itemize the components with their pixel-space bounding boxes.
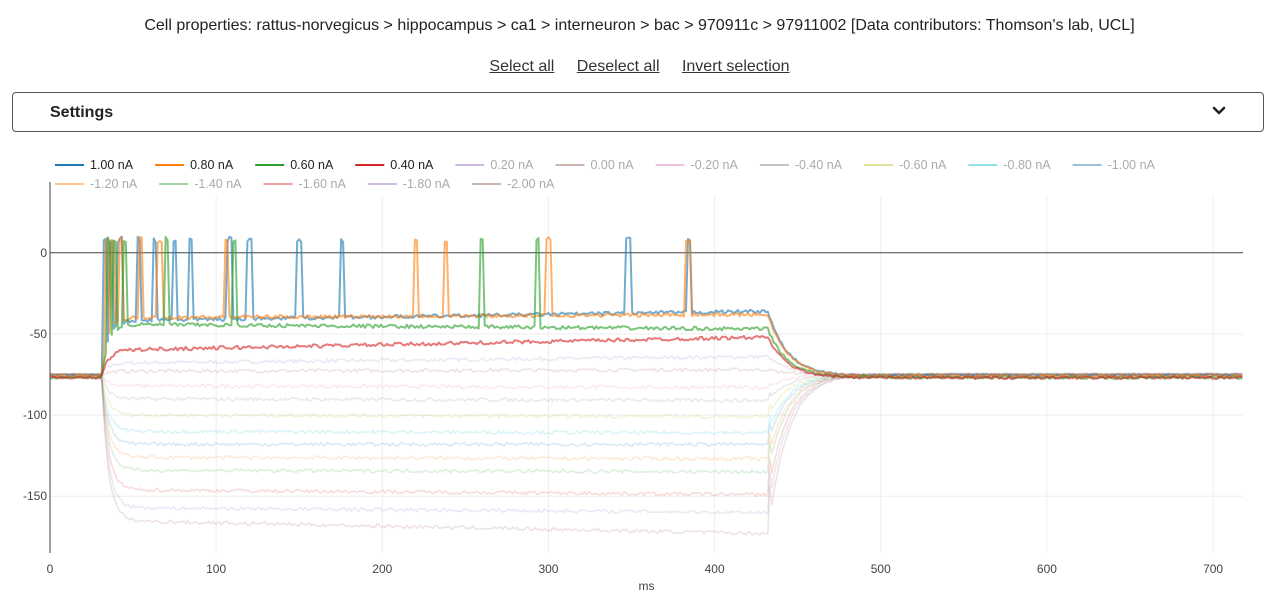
legend-item[interactable]: -1.20 nA (55, 177, 138, 191)
selection-links: Select all Deselect all Invert selection (0, 58, 1279, 76)
legend-item[interactable]: 1.00 nA (55, 158, 134, 172)
legend-label: -0.60 nA (899, 158, 947, 172)
y-tick-label: -50 (30, 327, 48, 341)
series-line[interactable] (49, 372, 1243, 420)
legend-item[interactable]: -1.00 nA (1072, 158, 1156, 172)
series-line[interactable] (49, 372, 1243, 497)
invert-selection-link[interactable]: Invert selection (681, 58, 790, 75)
legend-label: -0.20 nA (691, 158, 739, 172)
legend-label: -1.80 nA (403, 177, 451, 191)
legend-item[interactable]: -0.20 nA (655, 158, 739, 172)
x-tick-label: 300 (538, 562, 558, 576)
x-axis-label: ms (639, 579, 655, 593)
legend-item[interactable]: 0.40 nA (355, 158, 434, 172)
legend-item[interactable]: 0.60 nA (255, 158, 334, 172)
y-tick-label: -150 (23, 489, 47, 503)
legend-label: 0.20 nA (490, 158, 534, 172)
series-line[interactable] (49, 372, 1243, 447)
legend-item[interactable]: -1.40 nA (159, 177, 242, 191)
x-tick-label: 700 (1203, 562, 1223, 576)
legend-label: 1.00 nA (90, 158, 134, 172)
legend-label: -1.60 nA (299, 177, 347, 191)
series-line[interactable] (49, 372, 1243, 390)
series-line[interactable] (49, 372, 1243, 515)
series-line[interactable] (49, 334, 1243, 380)
settings-label: Settings (50, 104, 114, 121)
voltage-trace-chart: 1.00 nA 0.80 nA 0.60 nA 0.40 nA 0.20 nA 0.00 … (23, 158, 1243, 593)
chart-axes: 0 100 200 300 400 500 600 700 0 -50 -100 -150 ms (23, 182, 1223, 593)
legend-label: -0.40 nA (795, 158, 843, 172)
x-tick-label: 100 (206, 562, 226, 576)
series-line[interactable] (49, 372, 1243, 436)
x-tick-label: 200 (372, 562, 392, 576)
legend-item[interactable]: -1.80 nA (367, 177, 451, 191)
legend-label: 0.00 nA (590, 158, 634, 172)
x-tick-label: 600 (1037, 562, 1057, 576)
x-tick-label: 0 (47, 562, 54, 576)
series-line[interactable] (49, 354, 1243, 377)
legend-item[interactable]: 0.80 nA (155, 158, 234, 172)
y-tick-label: 0 (40, 246, 47, 260)
chevron-down-icon (1212, 106, 1226, 115)
legend-label: 0.40 nA (390, 158, 434, 172)
legend-item[interactable]: 0.00 nA (555, 158, 634, 172)
chart-traces (49, 235, 1243, 536)
y-tick-label: -100 (23, 408, 47, 422)
page-title: Cell properties: rattus-norvegicus > hip… (144, 17, 1135, 34)
legend-item[interactable]: -0.60 nA (864, 158, 947, 172)
legend-label: -1.40 nA (194, 177, 242, 191)
legend-item[interactable]: -1.60 nA (263, 177, 347, 191)
legend-label: -1.00 nA (1108, 158, 1156, 172)
legend-label: -2.00 nA (507, 177, 555, 191)
settings-panel-toggle[interactable]: Settings (12, 92, 1264, 132)
legend-label: -0.80 nA (1003, 158, 1051, 172)
select-all-link[interactable]: Select all (489, 58, 555, 75)
legend-item[interactable]: -2.00 nA (472, 177, 555, 191)
x-tick-label: 500 (871, 562, 891, 576)
series-line[interactable] (49, 372, 1243, 536)
x-tick-label: 400 (705, 562, 725, 576)
chart-legend: 1.00 nA 0.80 nA 0.60 nA 0.40 nA 0.20 nA 0.00 … (55, 158, 1156, 191)
legend-item[interactable]: 0.20 nA (455, 158, 534, 172)
legend-label: 0.60 nA (290, 158, 334, 172)
legend-item[interactable]: -0.40 nA (759, 158, 843, 172)
series-line[interactable] (49, 236, 1243, 379)
legend-label: -1.20 nA (90, 177, 138, 191)
chart-grid (50, 196, 1243, 553)
deselect-all-link[interactable]: Deselect all (576, 58, 660, 75)
legend-label: 0.80 nA (190, 158, 234, 172)
legend-item[interactable]: -0.80 nA (968, 158, 1051, 172)
